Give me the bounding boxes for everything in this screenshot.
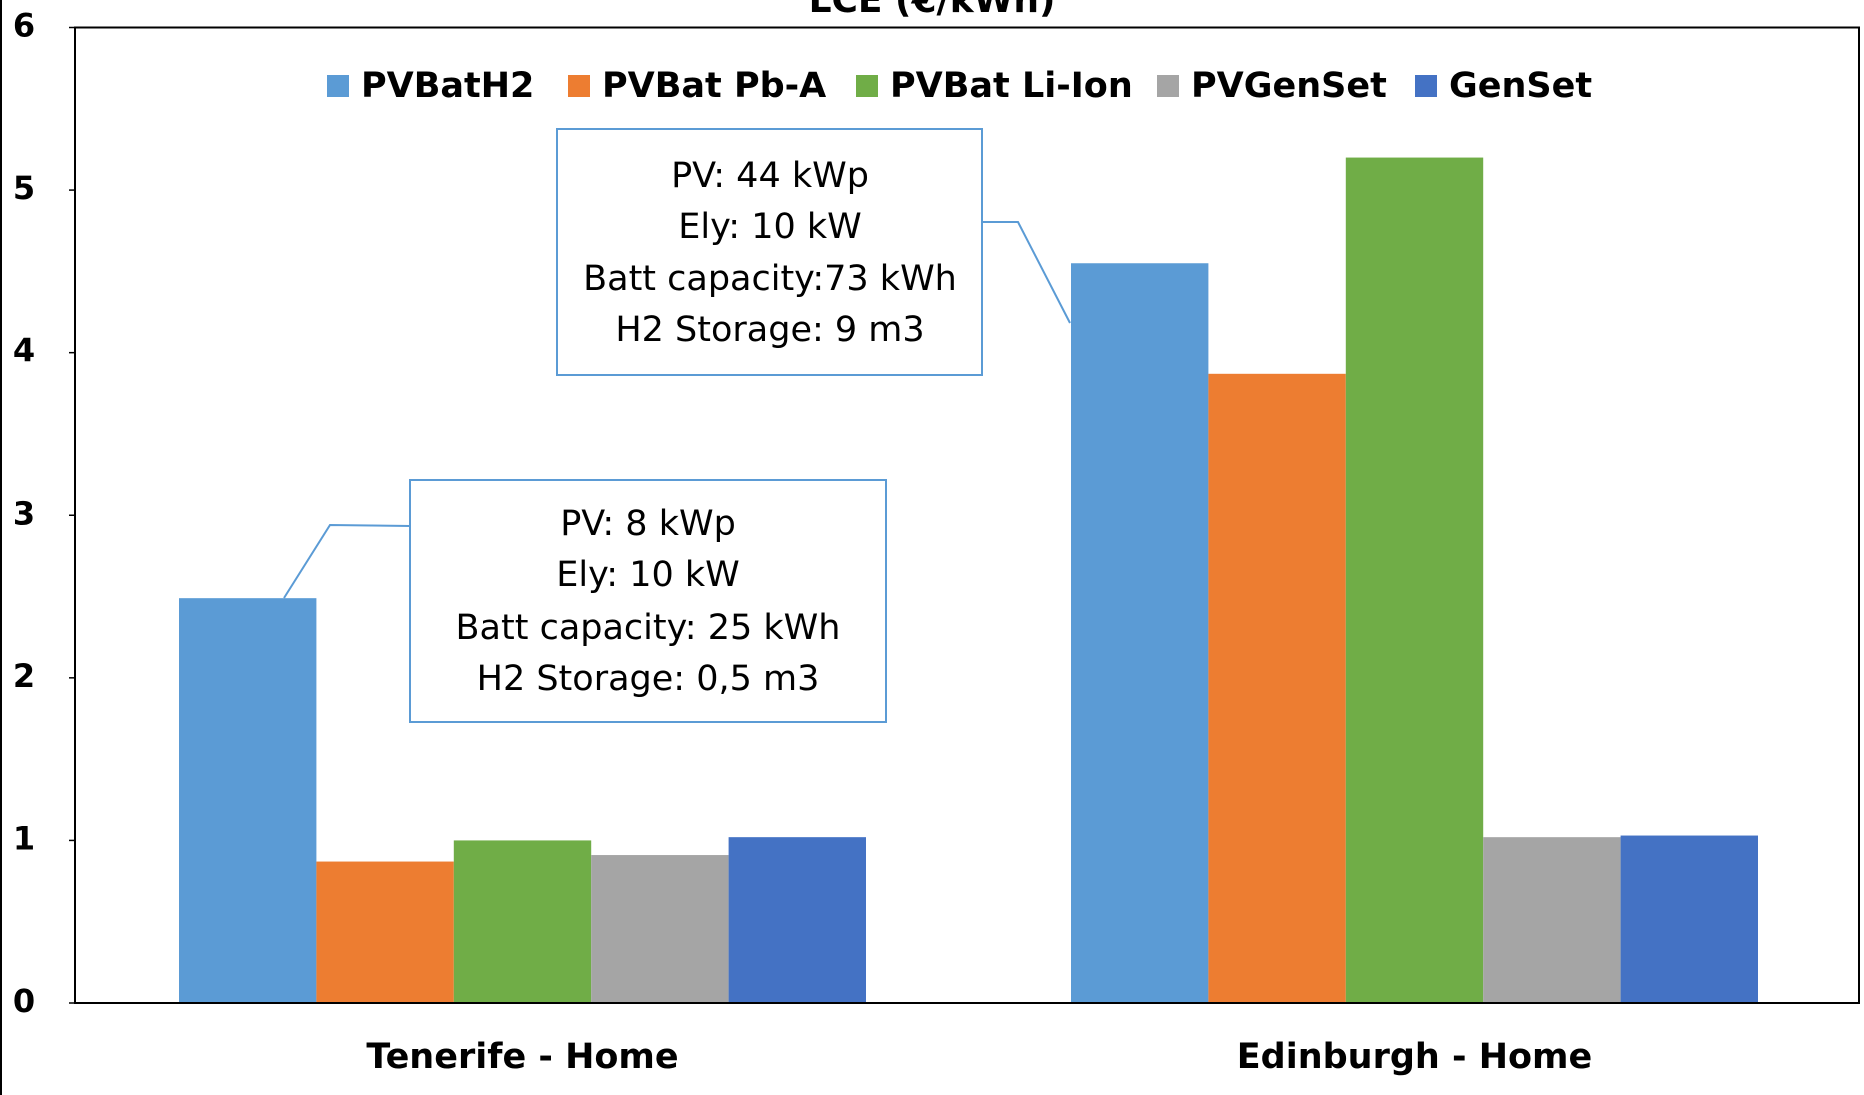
leader-line [283,523,411,599]
bar [1345,157,1484,1004]
legend-swatch [856,75,878,97]
annotation-box [556,128,983,376]
leader-line [982,221,1071,324]
legend-swatch [1415,75,1437,97]
annotation-text: Batt capacity: 25 kWh [456,608,841,648]
legend-swatch [1157,75,1179,97]
annotation-box [409,479,887,723]
legend-swatch [568,75,590,97]
y-tick-label: 4 [13,332,35,370]
legend-label: PVBatH2 [361,66,534,106]
bar [728,837,866,1003]
y-tick-label: 0 [13,982,35,1020]
plot-frame [74,26,1860,1004]
annotation-text: Ely: 10 kW [556,555,739,595]
annotation-text: Batt capacity:73 kWh [583,259,957,299]
legend-swatch [327,75,349,97]
annotation-text: PV: 44 kWp [671,156,869,196]
bar [179,598,317,1003]
bar [1208,373,1346,1003]
legend-label: PVGenSet [1191,66,1387,106]
bar [1483,837,1621,1003]
annotation-text: H2 Storage: 9 m3 [615,310,924,350]
y-tick-label: 1 [13,819,35,857]
legend-label: GenSet [1449,66,1592,106]
bar [453,840,592,1003]
y-tick-label: 2 [13,657,35,695]
annotation-text: Ely: 10 kW [678,207,861,247]
y-tick-label: 6 [13,7,35,45]
bar [316,861,454,1003]
y-tick-label: 3 [13,494,35,532]
bar [1071,263,1209,1003]
chart-title: LCE (€/kWh) [809,0,1056,21]
legend-label: PVBat Pb-A [602,66,826,106]
x-tick-label: Tenerife - Home [366,1037,678,1077]
legend-label: PVBat Li-Ion [890,66,1133,106]
annotation-text: PV: 8 kWp [560,504,736,544]
annotation-text: H2 Storage: 0,5 m3 [477,659,820,699]
y-tick-label: 5 [13,169,35,207]
bar [591,855,729,1003]
x-tick-label: Edinburgh - Home [1237,1037,1593,1077]
bar [1620,835,1758,1003]
